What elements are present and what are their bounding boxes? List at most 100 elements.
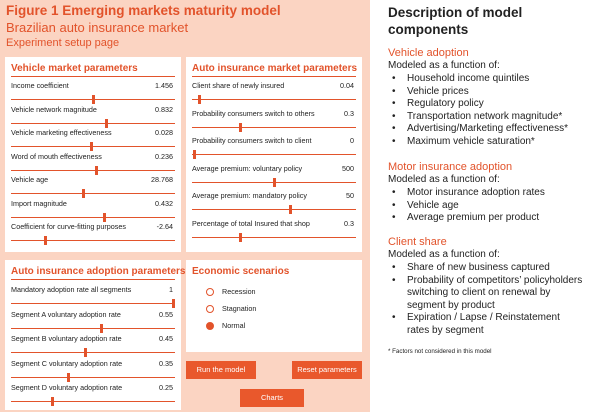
slider-track[interactable] bbox=[11, 216, 175, 218]
slider-track[interactable] bbox=[192, 99, 356, 100]
slider-handle[interactable] bbox=[51, 397, 54, 406]
bullet-icon: • bbox=[392, 212, 396, 223]
parameter-slider[interactable] bbox=[11, 372, 175, 383]
parameter-slider[interactable] bbox=[192, 232, 356, 243]
parameter-value: 50 bbox=[346, 191, 354, 200]
parameter-slider[interactable] bbox=[11, 212, 175, 223]
list-item: • Vehicle prices bbox=[392, 86, 568, 99]
run-model-button[interactable]: Run the model bbox=[186, 361, 256, 379]
divider bbox=[192, 76, 356, 77]
slider-track[interactable] bbox=[192, 209, 356, 210]
slider-track[interactable] bbox=[11, 352, 175, 353]
parameter-slider[interactable] bbox=[192, 205, 356, 215]
list-item-text: switching to client on renewal by bbox=[407, 287, 551, 298]
parameter-row: Word of mouth effectiveness 0.236 bbox=[5, 152, 181, 176]
bullet-icon: • bbox=[392, 98, 396, 109]
parameter-row: Vehicle age 28.768 bbox=[5, 175, 181, 199]
parameter-row: Mandatory adoption rate all segments 1 bbox=[5, 285, 181, 309]
auto-market-card: Auto insurance market parameters Client … bbox=[186, 57, 362, 252]
reset-parameters-button[interactable]: Reset parameters bbox=[292, 361, 362, 379]
parameter-value: 0.55 bbox=[159, 309, 173, 319]
bullet-icon: • bbox=[392, 135, 396, 147]
slider-handle[interactable] bbox=[90, 142, 94, 151]
description-title-line: Description of model bbox=[388, 5, 523, 20]
parameter-slider[interactable] bbox=[11, 118, 175, 129]
slider-track[interactable] bbox=[11, 327, 175, 329]
slider-track[interactable] bbox=[11, 193, 175, 194]
parameter-slider[interactable] bbox=[11, 189, 175, 199]
slider-handle[interactable] bbox=[172, 299, 176, 308]
slider-handle[interactable] bbox=[238, 122, 242, 132]
parameter-slider[interactable] bbox=[11, 397, 175, 407]
parameter-slider[interactable] bbox=[11, 299, 176, 309]
parameter-slider[interactable] bbox=[11, 323, 175, 334]
page-label: Experiment setup page bbox=[6, 37, 120, 49]
list-item: • Average premium per product bbox=[392, 212, 545, 225]
parameter-label: Percentage of total Insured that shop bbox=[192, 218, 310, 228]
slider-handle[interactable] bbox=[82, 189, 86, 198]
radio-button[interactable] bbox=[206, 322, 214, 330]
parameter-value: 28.768 bbox=[151, 175, 173, 184]
charts-button[interactable]: Charts bbox=[240, 389, 304, 407]
list-item-text: Household income quintiles bbox=[407, 73, 530, 84]
parameter-row: Income coefficient 1.456 bbox=[5, 81, 181, 105]
list-item-text: Expiration / Lapse / Reinstatement bbox=[407, 312, 560, 323]
list-item: • Maximum vehicle saturation* bbox=[392, 136, 568, 149]
parameter-label: Vehicle network magnitude bbox=[11, 104, 97, 114]
bullet-icon: • bbox=[392, 312, 396, 323]
radio-button[interactable] bbox=[206, 288, 214, 296]
parameter-label: Vehicle age bbox=[11, 175, 49, 184]
divider bbox=[11, 279, 175, 280]
slider-handle[interactable] bbox=[197, 95, 201, 104]
parameter-value: 0.45 bbox=[159, 334, 173, 343]
divider bbox=[11, 76, 175, 77]
list-item: • Share of new business captured bbox=[392, 262, 582, 275]
slider-handle[interactable] bbox=[238, 232, 242, 242]
slider-handle[interactable] bbox=[103, 212, 107, 222]
adoption-title: Auto insurance adoption parameters bbox=[11, 266, 186, 277]
parameter-row: Percentage of total Insured that shop 0.3 bbox=[186, 219, 362, 243]
radio-button[interactable] bbox=[206, 305, 214, 313]
parameter-value: 0.832 bbox=[155, 104, 173, 114]
slider-track[interactable] bbox=[11, 169, 175, 171]
bullet-icon: • bbox=[392, 274, 396, 286]
bullet-icon: • bbox=[392, 110, 396, 122]
parameter-slider[interactable] bbox=[192, 177, 356, 188]
slider-track[interactable] bbox=[11, 376, 175, 378]
slider-handle[interactable] bbox=[192, 150, 196, 159]
parameter-slider[interactable] bbox=[192, 95, 356, 105]
slider-handle[interactable] bbox=[83, 348, 87, 357]
description-title: Description of model components bbox=[388, 4, 522, 38]
parameter-slider[interactable] bbox=[11, 142, 175, 152]
slider-handle[interactable] bbox=[273, 177, 276, 187]
slider-handle[interactable] bbox=[44, 236, 48, 245]
bullet-icon: • bbox=[392, 187, 396, 198]
slider-handle[interactable] bbox=[105, 118, 109, 128]
parameter-slider[interactable] bbox=[192, 150, 356, 160]
parameter-row: Segment A voluntary adoption rate 0.55 bbox=[5, 310, 181, 334]
list-item: • Probability of competitors’ policyholde… bbox=[392, 275, 582, 288]
parameter-slider[interactable] bbox=[11, 165, 175, 176]
slider-handle[interactable] bbox=[67, 372, 71, 382]
slider-track[interactable] bbox=[192, 154, 356, 155]
parameter-slider[interactable] bbox=[11, 236, 175, 246]
parameter-slider[interactable] bbox=[11, 95, 175, 105]
slider-track[interactable] bbox=[192, 126, 356, 128]
parameter-slider[interactable] bbox=[11, 348, 175, 358]
slider-track[interactable] bbox=[11, 401, 175, 402]
slider-handle[interactable] bbox=[95, 165, 99, 175]
slider-track[interactable] bbox=[11, 303, 175, 304]
slider-handle[interactable] bbox=[92, 95, 95, 104]
parameter-row: Average premium: voluntary policy 500 bbox=[186, 164, 362, 188]
slider-track[interactable] bbox=[192, 236, 356, 238]
parameter-value: 500 bbox=[342, 163, 354, 173]
parameter-value: -2.64 bbox=[156, 222, 173, 231]
parameter-slider[interactable] bbox=[192, 122, 356, 133]
section-intro: Modeled as a function of: bbox=[388, 174, 500, 185]
slider-track[interactable] bbox=[11, 122, 175, 124]
slider-track[interactable] bbox=[11, 240, 175, 241]
slider-handle[interactable] bbox=[289, 205, 293, 214]
slider-handle[interactable] bbox=[100, 323, 104, 333]
parameter-value: 0.04 bbox=[340, 81, 354, 90]
parameter-label: Average premium: voluntary policy bbox=[192, 163, 303, 173]
